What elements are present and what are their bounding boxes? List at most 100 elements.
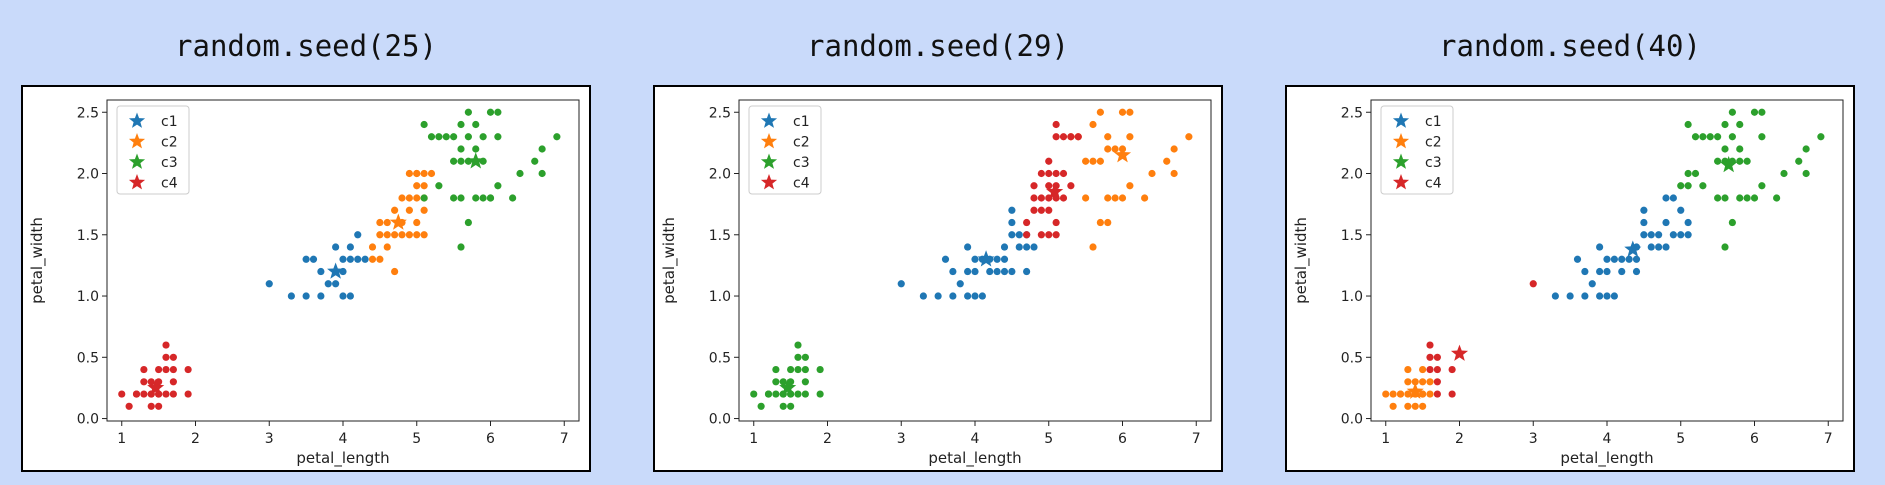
data-point-c4 [1045, 182, 1053, 190]
data-point-c4 [125, 402, 133, 410]
legend-label-c1: c1 [1425, 114, 1442, 130]
centroid-star-c4 [1046, 182, 1064, 200]
legend-star-c1 [128, 112, 146, 128]
x-tick-label: 3 [1529, 431, 1538, 447]
x-tick-label: 1 [117, 431, 126, 447]
data-point-c3 [1750, 194, 1759, 202]
data-point-c1 [317, 267, 325, 276]
data-point-c3 [779, 378, 787, 386]
data-point-c2 [1082, 194, 1090, 202]
data-point-c3 [472, 194, 480, 202]
data-point-c3 [1736, 157, 1744, 165]
y-tick-label: 0.0 [77, 412, 99, 428]
x-axis-label: petal_length [296, 449, 389, 468]
data-point-c3 [772, 378, 780, 386]
data-point-c4 [1059, 133, 1068, 141]
data-point-c3 [1795, 157, 1803, 165]
data-point-c1 [265, 280, 273, 288]
data-point-c3 [457, 157, 465, 165]
legend-star-c4 [1392, 174, 1410, 190]
data-point-c4 [1045, 206, 1053, 214]
legend-label-c2: c2 [793, 135, 810, 151]
data-point-c2 [1411, 378, 1419, 386]
data-point-c3 [531, 157, 539, 165]
data-point-c4 [169, 353, 177, 361]
data-point-c3 [1743, 157, 1751, 165]
data-point-c3 [457, 120, 465, 129]
data-point-c3 [772, 390, 780, 398]
data-point-c1 [1588, 280, 1596, 288]
data-point-c1 [1581, 267, 1589, 276]
data-point-c3 [472, 145, 480, 153]
data-point-c3 [801, 353, 809, 361]
data-point-c1 [1008, 231, 1016, 239]
legend-label-c3: c3 [793, 155, 810, 171]
data-point-c4 [155, 365, 163, 374]
centroid-star-c2 [1113, 146, 1132, 163]
data-point-c1 [1008, 206, 1016, 214]
data-point-c3 [1736, 194, 1744, 202]
data-point-c3 [1802, 145, 1810, 153]
data-point-c2 [413, 218, 421, 227]
data-point-c1 [1669, 231, 1677, 239]
data-point-c3 [450, 133, 458, 141]
data-point-c4 [184, 365, 192, 374]
data-point-c4 [140, 378, 148, 386]
data-point-c2 [383, 218, 391, 227]
chart-title: random.seed(40) [1439, 29, 1701, 63]
data-point-c3 [435, 182, 443, 190]
data-point-c2 [420, 182, 428, 190]
y-tick-label: 1.5 [709, 228, 731, 244]
y-tick-label: 1.0 [709, 289, 731, 305]
data-point-c3 [486, 194, 495, 202]
data-point-c2 [376, 255, 384, 263]
data-point-c1 [1625, 255, 1633, 263]
y-tick-label: 0.0 [709, 412, 731, 428]
data-point-c3 [472, 120, 480, 129]
data-point-c1 [1603, 267, 1611, 276]
y-tick-label: 2.0 [1341, 167, 1363, 183]
y-tick-label: 1.0 [1341, 289, 1363, 305]
data-point-c1 [971, 292, 979, 300]
data-point-c4 [1023, 231, 1031, 239]
data-point-c3 [794, 365, 802, 374]
data-point-c1 [971, 255, 979, 263]
data-point-c3 [1758, 108, 1766, 116]
data-point-c3 [1721, 120, 1729, 129]
data-point-c1 [332, 280, 340, 288]
data-point-c2 [413, 194, 421, 202]
legend-star-c3 [760, 153, 778, 169]
data-point-c1 [287, 292, 295, 300]
data-point-c4 [169, 390, 177, 398]
data-point-c1 [964, 292, 972, 300]
y-tick-label: 2.0 [77, 167, 99, 183]
data-point-c1 [1662, 218, 1670, 227]
data-point-c4 [147, 402, 155, 410]
data-point-c4 [147, 378, 155, 386]
data-point-c1 [309, 255, 318, 263]
data-point-c3 [1684, 120, 1692, 129]
data-point-c2 [1141, 194, 1149, 202]
data-point-c1 [317, 292, 325, 300]
data-point-c3 [1758, 133, 1766, 141]
data-point-c1 [978, 292, 986, 300]
data-point-c1 [324, 280, 332, 288]
x-tick-label: 6 [486, 431, 495, 447]
centroid-star-c1 [327, 262, 345, 279]
data-point-c3 [464, 133, 472, 141]
data-point-c2 [1111, 194, 1119, 202]
data-point-c3 [1728, 218, 1736, 227]
x-tick-label: 5 [1044, 431, 1053, 447]
data-point-c1 [941, 255, 950, 263]
data-point-c1 [1551, 292, 1559, 300]
legend [748, 105, 822, 195]
data-point-c2 [1404, 402, 1412, 410]
legend-label-c1: c1 [793, 114, 810, 130]
data-point-c3 [816, 390, 824, 398]
data-point-c2 [1089, 157, 1097, 165]
data-point-c1 [897, 280, 905, 288]
centroid-star-c4 [1450, 344, 1469, 361]
data-point-c3 [1758, 182, 1766, 190]
data-point-c2 [1389, 390, 1397, 398]
centroid-star-c3 [1720, 155, 1738, 173]
